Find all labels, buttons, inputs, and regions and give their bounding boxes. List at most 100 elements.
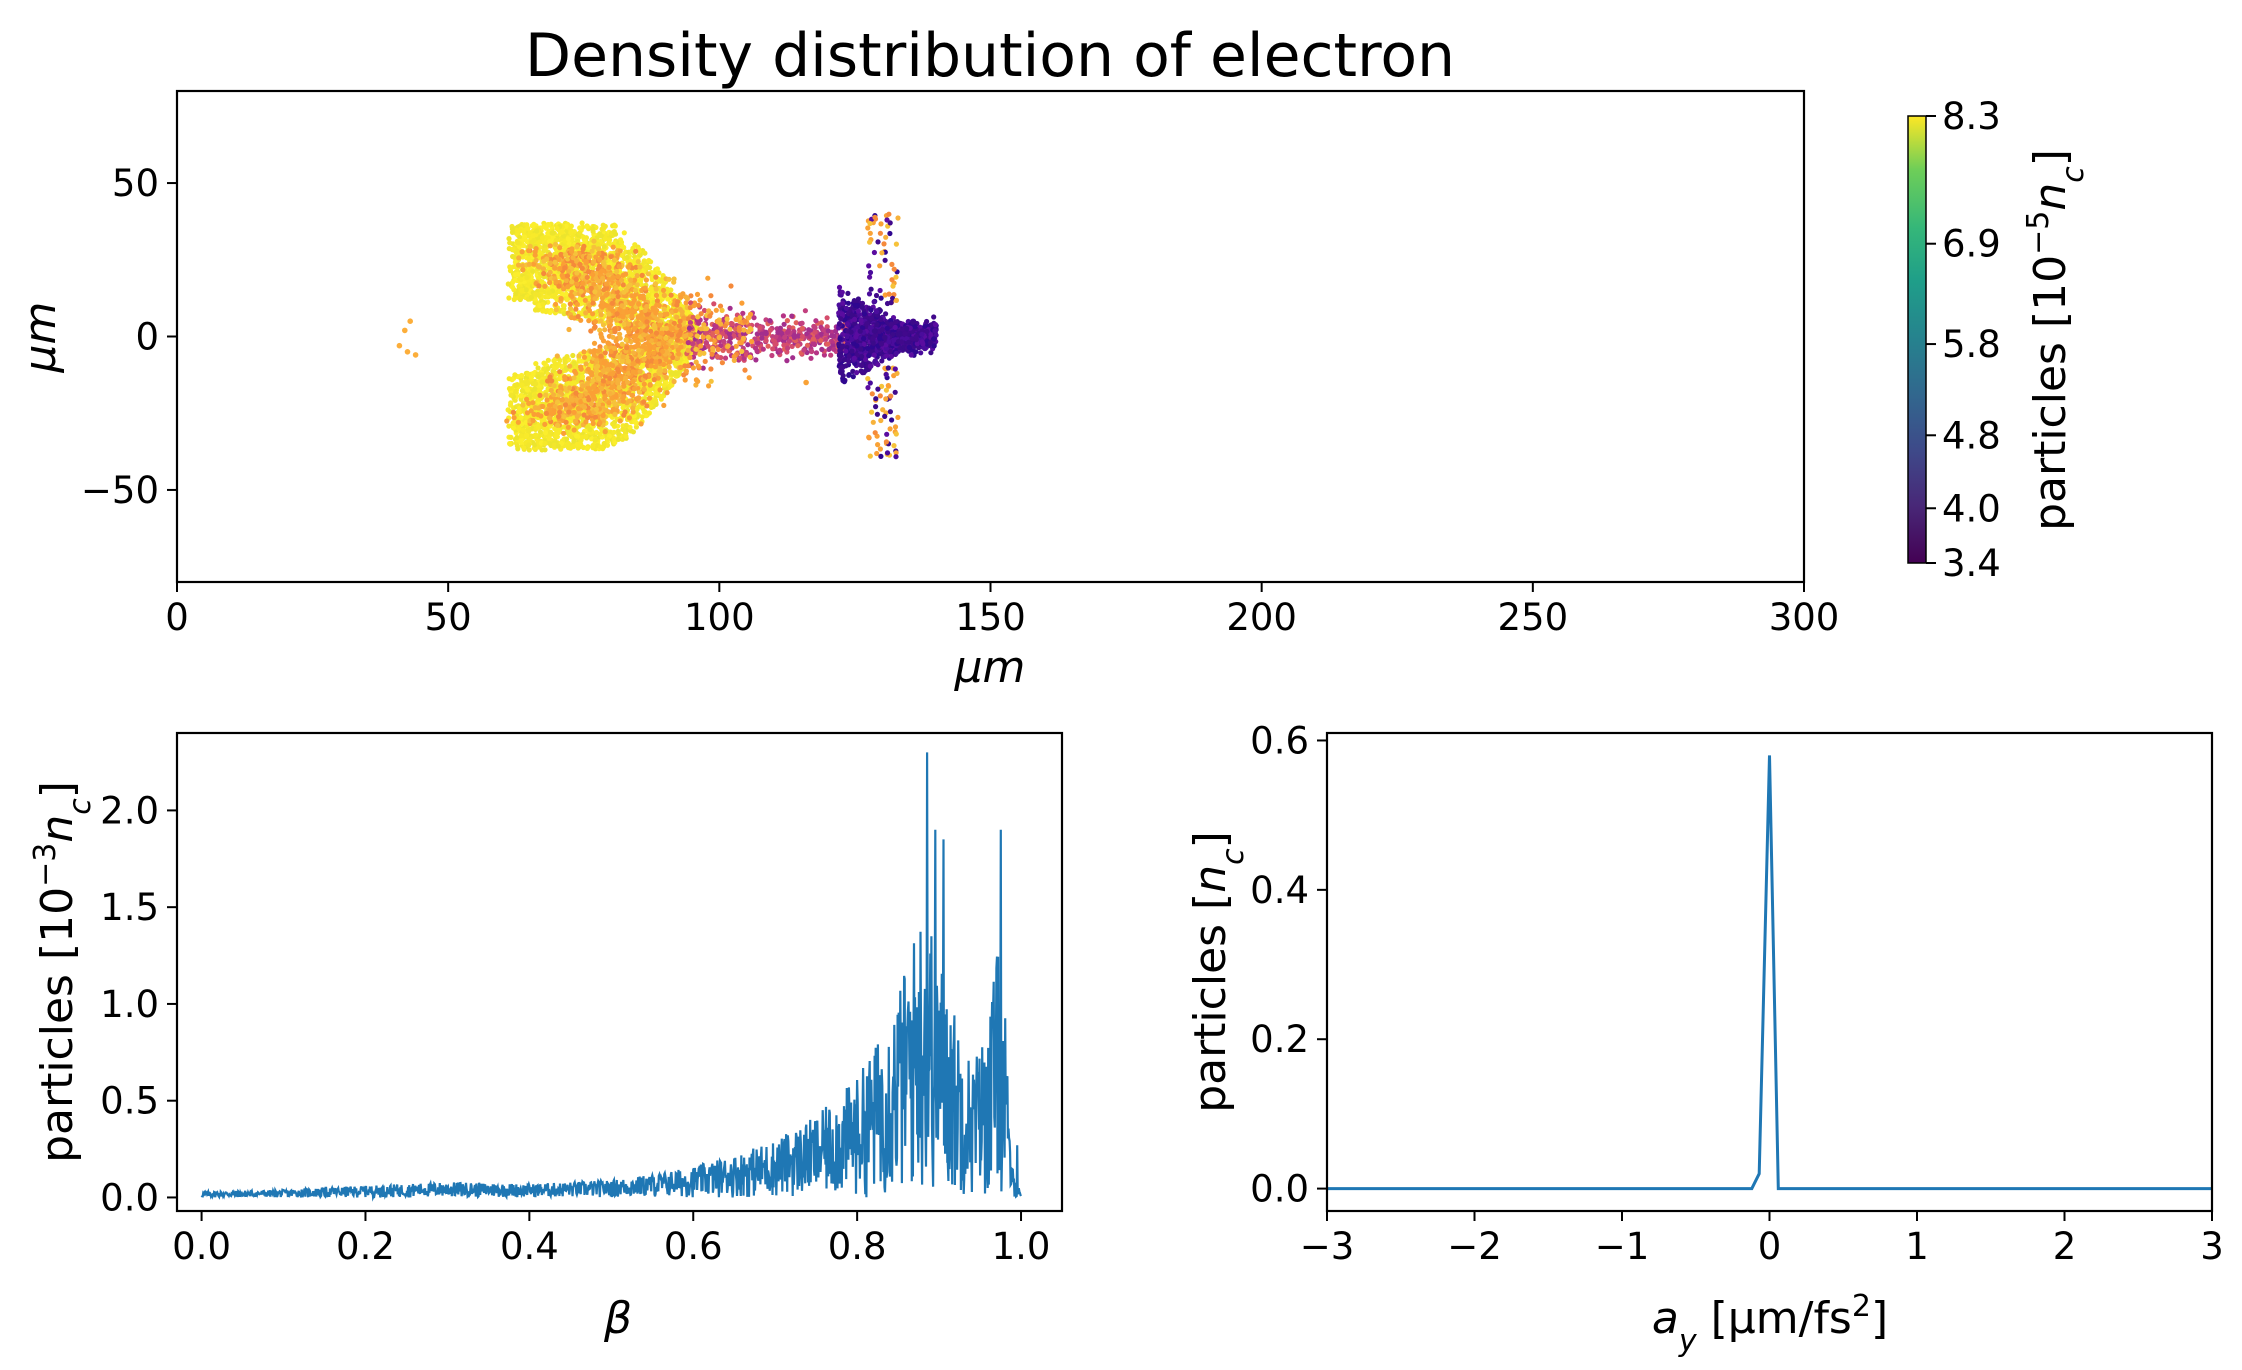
scatter-point	[564, 354, 570, 360]
scatter-point	[592, 296, 598, 302]
scatter-point	[574, 301, 581, 307]
scatter-point	[636, 301, 642, 307]
scatter-point	[695, 302, 702, 308]
scatter-point	[620, 398, 627, 404]
scatter-point	[521, 445, 527, 451]
scatter-point	[637, 264, 643, 270]
scatter-point	[619, 341, 625, 347]
scatter-point	[694, 291, 701, 297]
scatter-point	[763, 338, 769, 344]
scatter-point	[519, 288, 525, 294]
scatter-point	[590, 300, 596, 306]
scatter-point	[556, 414, 562, 420]
scatter-point	[722, 355, 729, 361]
scatter-point	[753, 357, 759, 363]
scatter-point	[566, 409, 572, 415]
scatter-point	[808, 355, 814, 361]
scatter-point	[592, 414, 599, 420]
scatter-point	[520, 263, 526, 269]
scatter-point	[536, 387, 543, 393]
scatter-point	[612, 231, 619, 237]
scatter-point	[729, 345, 735, 351]
scatter-point	[629, 313, 635, 319]
scatter-point	[516, 408, 522, 415]
scatter-point	[648, 363, 654, 369]
scatter-point	[552, 265, 558, 271]
scatter-point	[603, 407, 610, 414]
scatter-point	[616, 263, 622, 269]
scatter-point	[661, 361, 667, 368]
scatter-point	[581, 412, 587, 418]
scatter-point	[525, 225, 531, 231]
scatter-point	[813, 350, 820, 356]
scatter-point	[563, 419, 569, 425]
scatter-point	[634, 337, 641, 343]
scatter-point	[702, 358, 708, 364]
scatter-point	[621, 393, 627, 400]
scatter-point	[565, 256, 571, 262]
scatter-point	[674, 314, 680, 320]
scatter-point	[602, 429, 608, 435]
scatter-point	[799, 325, 806, 331]
scatter-point	[539, 279, 545, 285]
scatter-point	[552, 241, 559, 247]
scatter-point	[598, 318, 604, 324]
scatter-point	[685, 340, 691, 346]
scatter-point	[640, 295, 647, 302]
scatter-point	[813, 318, 819, 324]
scatter-point	[717, 303, 724, 309]
scatter-point	[647, 382, 653, 388]
scatter-point	[668, 292, 674, 298]
scatter-point	[578, 358, 585, 364]
scatter-point	[518, 433, 524, 439]
scatter-point	[547, 261, 553, 267]
scatter-point	[633, 333, 639, 339]
scatter-point	[573, 306, 579, 312]
scatter-point	[597, 431, 603, 437]
scatter-point	[518, 439, 524, 445]
scatter-point	[582, 238, 588, 244]
scatter-point	[755, 340, 761, 346]
scatter-point	[561, 246, 568, 252]
scatter-point	[505, 281, 511, 287]
scatter-point	[515, 240, 521, 246]
scatter-point	[620, 282, 626, 288]
scatter-point	[527, 230, 533, 236]
scatter-point	[599, 295, 606, 301]
scatter-point	[539, 372, 545, 378]
scatter-point	[602, 327, 608, 333]
scatter-point	[621, 230, 627, 236]
scatter-point	[623, 271, 629, 277]
scatter-point	[583, 259, 589, 265]
scatter-point	[661, 382, 667, 388]
scatter-point	[605, 366, 611, 373]
scatter-point	[571, 438, 577, 444]
scatter-point	[541, 270, 547, 277]
scatter-point	[613, 394, 619, 400]
scatter-point	[511, 419, 517, 426]
scatter-point	[564, 297, 570, 303]
scatter-point	[629, 293, 635, 299]
scatter-point	[506, 386, 513, 392]
scatter-point	[519, 388, 526, 394]
scatter-point	[652, 281, 659, 287]
scatter-point	[583, 433, 589, 439]
scatter-point	[754, 331, 760, 337]
scatter-point	[611, 257, 618, 263]
scatter-point	[630, 409, 636, 415]
scatter-point	[509, 226, 515, 232]
scatter-point	[733, 343, 739, 349]
scatter-point	[589, 248, 595, 254]
scatter-point	[578, 364, 584, 370]
scatter-point	[526, 248, 532, 254]
scatter-point	[785, 329, 791, 335]
scatter-point	[559, 397, 565, 403]
scatter-point	[535, 374, 541, 380]
scatter-point	[532, 307, 539, 313]
scatter-point	[599, 226, 605, 232]
scatter-point	[537, 429, 544, 435]
scatter-point	[703, 340, 710, 346]
scatter-point	[614, 289, 620, 295]
scatter-point	[525, 255, 532, 261]
scatter-point	[642, 373, 648, 379]
